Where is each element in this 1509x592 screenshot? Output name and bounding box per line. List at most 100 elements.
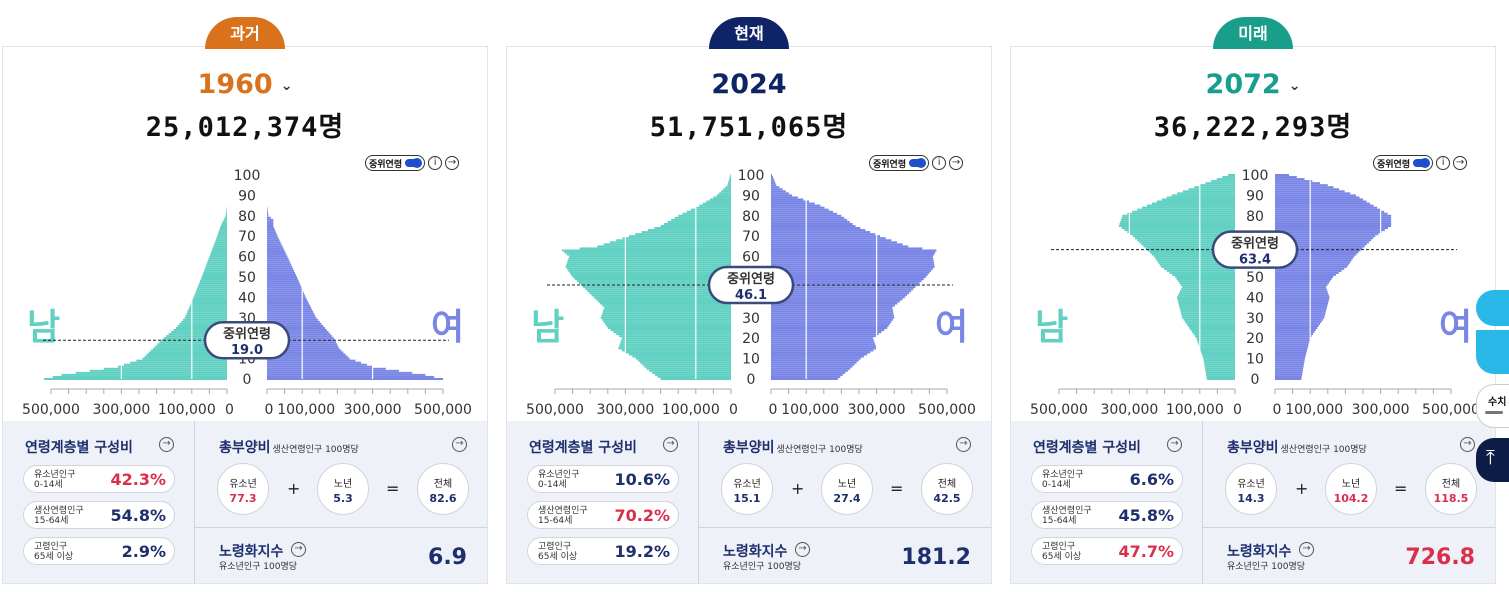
female-bar <box>267 298 307 301</box>
median-toggle[interactable]: 중위연령 <box>365 155 426 171</box>
male-bar <box>155 345 227 348</box>
age-tick-label: 30 <box>1246 311 1264 327</box>
female-bar <box>1275 375 1302 378</box>
male-bar <box>654 373 731 376</box>
female-bar <box>1275 278 1332 281</box>
female-bar <box>771 200 810 203</box>
median-toggle[interactable]: 중위연령 <box>869 155 930 171</box>
female-bar <box>1275 210 1385 213</box>
female-bar <box>771 273 928 276</box>
male-bar <box>1186 322 1235 325</box>
male-bar <box>607 327 731 329</box>
age-tick-label: 10 <box>742 352 760 368</box>
chevron-down-icon: ⌄ <box>280 77 293 94</box>
female-bar <box>1275 188 1340 191</box>
female-bar <box>267 284 301 287</box>
female-bar <box>1275 253 1357 256</box>
male-bar <box>1197 341 1235 344</box>
arrow-right-icon[interactable]: → <box>291 542 306 557</box>
group-value: 70.2% <box>614 506 670 525</box>
era-tab[interactable]: 현재 <box>709 17 789 49</box>
male-bar <box>1199 184 1235 187</box>
year-select[interactable]: 2024 <box>507 69 991 100</box>
male-bar <box>604 322 731 325</box>
male-bar <box>1124 229 1235 232</box>
female-bar <box>267 249 285 252</box>
female-bar <box>267 216 271 219</box>
female-bar <box>267 235 278 238</box>
male-bar <box>597 300 731 303</box>
male-bar <box>583 286 731 289</box>
male-bar <box>640 361 731 364</box>
female-bar <box>267 259 290 262</box>
female-bar <box>771 304 895 307</box>
info-icon[interactable]: i <box>1436 156 1451 170</box>
year-select[interactable]: 1960 ⌄ <box>3 69 487 100</box>
value-toggle-side[interactable]: 수치 <box>1476 384 1509 428</box>
composition-item: 고령인구 65세 이상 47.7% <box>1031 537 1183 565</box>
female-bar <box>1275 363 1304 366</box>
female-bar <box>771 369 848 372</box>
male-bar <box>1179 282 1235 285</box>
arrow-right-icon[interactable]: → <box>445 156 460 170</box>
female-bar <box>771 257 934 260</box>
male-bar <box>226 208 227 211</box>
population-pyramid: 1009080706050403020100500,000300,000100,… <box>526 168 976 418</box>
female-bar <box>1275 245 1365 248</box>
arrow-right-icon[interactable]: → <box>949 156 964 170</box>
arrow-right-icon[interactable]: → <box>1167 437 1182 452</box>
x-tick-label: 500,000 <box>1422 402 1480 418</box>
male-bar <box>215 239 227 242</box>
female-bar <box>1275 261 1350 264</box>
male-bar <box>566 267 731 270</box>
year-select[interactable]: 2072 ⌄ <box>1011 69 1495 100</box>
female-bar <box>771 245 909 248</box>
male-bar <box>1147 249 1235 252</box>
female-bar <box>771 231 871 234</box>
female-bar <box>1275 282 1329 285</box>
female-bar <box>771 222 853 225</box>
arrow-right-icon[interactable]: → <box>1299 542 1314 557</box>
male-bar <box>709 198 731 201</box>
arrow-right-icon[interactable]: → <box>1460 437 1475 452</box>
male-bar <box>124 363 227 366</box>
female-bar <box>771 365 853 368</box>
female-bar <box>1275 233 1379 236</box>
scroll-top-button[interactable]: ⤒ <box>1476 438 1509 482</box>
female-bar <box>1275 286 1327 289</box>
male-bar <box>686 210 731 213</box>
era-tab[interactable]: 미래 <box>1213 17 1293 49</box>
info-icon[interactable]: i <box>932 156 947 170</box>
male-bar <box>571 273 731 276</box>
arrow-right-icon[interactable]: → <box>795 542 810 557</box>
male-bar <box>1188 188 1235 191</box>
arrow-right-icon[interactable]: → <box>1453 156 1468 170</box>
arrow-right-icon[interactable]: → <box>663 437 678 452</box>
male-bar <box>572 276 731 278</box>
age-tick-label: 100 <box>738 168 765 184</box>
male-bar <box>1204 365 1235 368</box>
era-tab[interactable]: 과거 <box>205 17 285 49</box>
median-toggle[interactable]: 중위연령 <box>1373 155 1434 171</box>
chart-side-button[interactable] <box>1476 290 1509 326</box>
male-bar <box>725 186 731 189</box>
male-bar <box>589 292 731 295</box>
female-bar <box>267 251 286 254</box>
layers-side-button[interactable] <box>1476 330 1509 374</box>
info-icon[interactable]: i <box>428 156 443 170</box>
arrow-right-icon[interactable]: → <box>159 437 174 452</box>
male-bar <box>568 257 731 260</box>
male-bar <box>52 375 228 378</box>
female-bar <box>267 371 413 374</box>
female-bar <box>771 316 895 319</box>
arrow-right-icon[interactable]: → <box>452 437 467 452</box>
female-bar <box>267 218 274 221</box>
female-bar <box>267 267 294 270</box>
female-bar <box>771 184 777 187</box>
divider <box>699 527 991 528</box>
population-pyramid: 1009080706050403020100500,000300,000100,… <box>1030 168 1480 418</box>
arrow-right-icon[interactable]: → <box>956 437 971 452</box>
female-bar <box>771 265 935 268</box>
male-bar <box>579 247 731 250</box>
composition-item: 고령인구 65세 이상 19.2% <box>527 537 679 565</box>
